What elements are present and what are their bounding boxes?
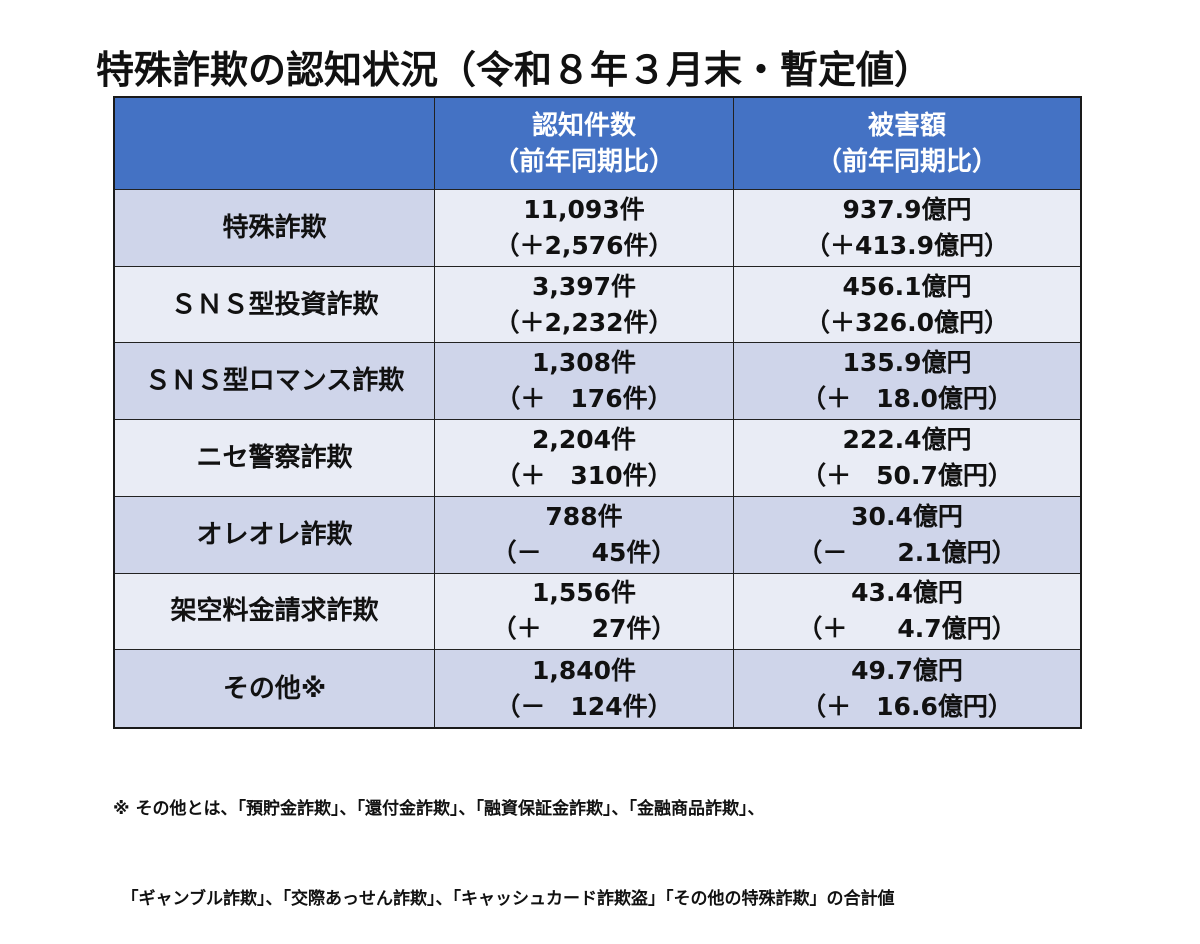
count-diff: （＋ 310件） — [495, 460, 673, 490]
row-label: ＳＮＳ型投資詐欺 — [115, 266, 435, 344]
amount-value: 456.1億円 — [842, 271, 972, 301]
count-value: 788件 — [545, 501, 623, 531]
row-label-text: ニセ警察詐欺 — [196, 442, 353, 473]
count-diff: （＋2,232件） — [494, 307, 674, 337]
count-value: 1,308件 — [531, 348, 637, 378]
amount-value: 30.4億円 — [851, 501, 963, 531]
count-cell: 2,204件 （＋ 310件） — [435, 420, 734, 497]
amount-cell: 49.7億円 （＋ 16.6億円） — [734, 650, 1080, 727]
footnote-line2: 「ギャンブル詐欺」、「交際あっせん詐欺」、「キャッシュカード詐欺盗」「その他の特… — [113, 889, 895, 909]
count-value: 1,840件 — [531, 655, 637, 685]
stats-table: 認知件数 （前年同期比） 被害額 （前年同期比） 特殊詐欺 11,093件 （＋2… — [113, 96, 1082, 729]
amount-diff: （＋413.9億円） — [804, 230, 1010, 260]
row-label-text: 特殊詐欺 — [222, 212, 327, 243]
header-count-label: 認知件数 — [531, 110, 636, 141]
count-value: 11,093件 — [523, 194, 645, 224]
count-value: 1,556件 — [531, 578, 637, 608]
count-cell: 3,397件 （＋2,232件） — [435, 266, 734, 344]
amount-value: 135.9億円 — [842, 348, 972, 378]
count-diff: （＋ 176件） — [495, 384, 673, 414]
page-title: 特殊詐欺の認知状況（令和８年３月末・暫定値） — [96, 48, 933, 92]
amount-value: 49.7億円 — [851, 655, 963, 685]
count-diff: （－ 124件） — [495, 691, 673, 721]
row-label: その他※ — [115, 650, 435, 727]
row-label-text: ＳＮＳ型ロマンス詐欺 — [144, 366, 405, 397]
row-label: オレオレ詐欺 — [115, 496, 435, 574]
amount-diff: （＋326.0億円） — [804, 307, 1010, 337]
amount-diff: （＋ 4.7億円） — [797, 614, 1017, 644]
amount-diff: （＋ 50.7億円） — [801, 460, 1013, 490]
row-label: 特殊詐欺 — [115, 190, 435, 267]
count-diff: （－ 45件） — [491, 537, 677, 567]
count-cell: 788件 （－ 45件） — [435, 496, 734, 574]
header-count-sub: （前年同期比） — [492, 146, 675, 177]
count-cell: 1,840件 （－ 124件） — [435, 650, 734, 727]
count-cell: 1,556件 （＋ 27件） — [435, 573, 734, 651]
amount-cell: 30.4億円 （－ 2.1億円） — [734, 496, 1080, 574]
header-amount-label: 被害額 — [867, 110, 946, 141]
amount-diff: （＋ 16.6億円） — [801, 691, 1013, 721]
header-cell-count: 認知件数 （前年同期比） — [435, 98, 734, 190]
amount-cell: 456.1億円 （＋326.0億円） — [734, 266, 1080, 344]
header-cell-empty — [115, 98, 435, 190]
row-label: ＳＮＳ型ロマンス詐欺 — [115, 343, 435, 421]
amount-cell: 222.4億円 （＋ 50.7億円） — [734, 420, 1080, 497]
amount-value: 43.4億円 — [851, 578, 963, 608]
row-label-text: ＳＮＳ型投資詐欺 — [170, 289, 379, 320]
row-label: ニセ警察詐欺 — [115, 420, 435, 497]
row-label: 架空料金請求詐欺 — [115, 573, 435, 651]
row-label-text: オレオレ詐欺 — [196, 519, 353, 550]
footnote-line1: ※ その他とは、「預貯金詐欺」、「還付金詐欺」、「融資保証金詐欺」、「金融商品詐… — [113, 799, 765, 819]
count-diff: （＋2,576件） — [494, 230, 674, 260]
row-label-text: 架空料金請求詐欺 — [170, 596, 379, 627]
count-value: 2,204件 — [531, 424, 637, 454]
count-cell: 1,308件 （＋ 176件） — [435, 343, 734, 421]
count-diff: （＋ 27件） — [491, 614, 677, 644]
amount-diff: （－ 2.1億円） — [797, 537, 1017, 567]
amount-cell: 135.9億円 （＋ 18.0億円） — [734, 343, 1080, 421]
footnote: ※ その他とは、「預貯金詐欺」、「還付金詐欺」、「融資保証金詐欺」、「金融商品詐… — [113, 734, 1093, 944]
row-label-text: その他※ — [222, 673, 327, 704]
amount-value: 937.9億円 — [842, 194, 972, 224]
header-cell-amount: 被害額 （前年同期比） — [734, 98, 1080, 190]
amount-value: 222.4億円 — [842, 424, 972, 454]
count-cell: 11,093件 （＋2,576件） — [435, 190, 734, 267]
amount-cell: 937.9億円 （＋413.9億円） — [734, 190, 1080, 267]
header-amount-sub: （前年同期比） — [815, 146, 998, 177]
count-value: 3,397件 — [531, 271, 637, 301]
amount-cell: 43.4億円 （＋ 4.7億円） — [734, 573, 1080, 651]
amount-diff: （＋ 18.0億円） — [801, 384, 1013, 414]
